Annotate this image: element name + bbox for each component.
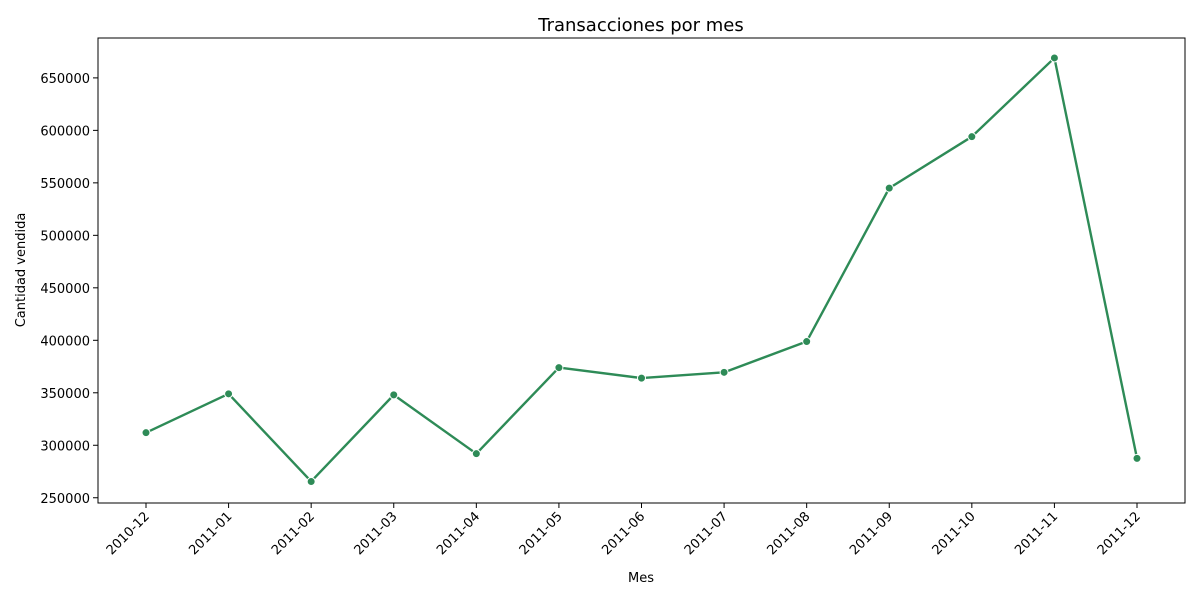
x-axis-label: Mes <box>628 571 654 586</box>
data-point <box>389 390 399 400</box>
plot-area-frame <box>97 37 1186 504</box>
y-tick-label: 550000 <box>40 177 90 192</box>
data-point <box>1049 53 1059 63</box>
data-point <box>719 367 729 377</box>
y-tick-label: 400000 <box>40 334 90 349</box>
data-point <box>967 132 977 142</box>
y-tick-label: 500000 <box>40 229 90 244</box>
y-tick-label: 300000 <box>40 439 90 454</box>
data-point <box>306 476 316 486</box>
data-point <box>554 363 564 373</box>
y-tick-label: 600000 <box>40 124 90 139</box>
chart-title: Transacciones por mes <box>537 15 744 36</box>
y-axis-ticks: 250000 300000 350000 400000 450000 500000 5500… <box>40 72 98 507</box>
series-layer <box>141 53 1142 486</box>
y-tick-label: 250000 <box>40 492 90 507</box>
data-point <box>141 428 151 438</box>
data-point <box>224 389 234 399</box>
y-tick-label: 450000 <box>40 282 90 297</box>
y-tick-label: 350000 <box>40 387 90 402</box>
data-point <box>802 337 812 347</box>
data-point <box>637 373 646 383</box>
y-axis-label: Cantidad vendida <box>14 213 29 328</box>
data-point <box>884 183 894 193</box>
data-point <box>471 449 481 459</box>
y-tick-label: 650000 <box>40 72 90 87</box>
data-point <box>1132 453 1142 463</box>
